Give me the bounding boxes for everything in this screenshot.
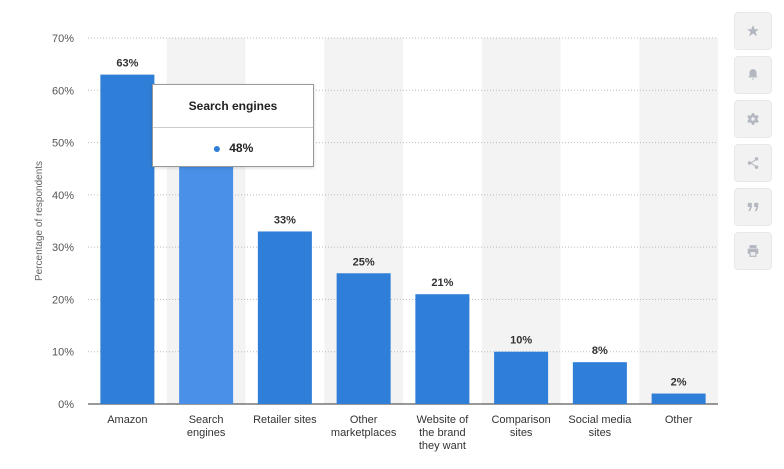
category-label: Comparison sites: [491, 414, 550, 439]
tooltip-body: ● 48%: [153, 128, 313, 168]
bar: [651, 393, 706, 404]
cite-button[interactable]: [734, 188, 772, 226]
y-tick-label: 20%: [52, 294, 74, 306]
bell-icon: [748, 69, 758, 80]
y-tick-label: 60%: [52, 85, 74, 97]
data-label: 2%: [671, 377, 687, 389]
print-button[interactable]: [734, 232, 772, 270]
data-label: 63%: [116, 58, 138, 70]
category-label: Other marketplaces: [331, 414, 397, 439]
y-tick-label: 50%: [52, 138, 74, 150]
category-label-line: sites: [510, 427, 533, 439]
tooltip-series-dot-icon: ●: [212, 140, 222, 156]
category-label-line: they want: [419, 440, 466, 452]
bar: [336, 273, 391, 404]
category-label-line: engines: [187, 427, 226, 439]
data-label: 33%: [274, 214, 296, 226]
y-axis-title: Percentage of respondents: [34, 161, 45, 281]
notification-button[interactable]: [734, 56, 772, 94]
print-icon: [747, 245, 759, 257]
category-label: Amazon: [107, 414, 147, 426]
category-label: Retailer sites: [253, 414, 317, 426]
tooltip-value: 48%: [229, 141, 254, 155]
data-label: 25%: [353, 256, 375, 268]
share-icon: [747, 157, 759, 169]
category-label-line: Other: [350, 414, 378, 426]
y-tick-label: 10%: [52, 347, 74, 359]
bar: [494, 351, 549, 404]
y-tick-label: 70%: [52, 33, 74, 45]
category-label: Other: [665, 414, 693, 426]
tooltip-title: Search engines: [153, 85, 313, 128]
bar: [100, 74, 155, 404]
star-icon: [747, 25, 759, 37]
data-label: 10%: [510, 335, 532, 347]
category-label: Search engines: [187, 414, 226, 439]
y-tick-label: 40%: [52, 190, 74, 202]
category-label-line: Comparison: [491, 414, 550, 426]
category-label-line: sites: [589, 427, 612, 439]
category-label-line: Website of: [416, 414, 469, 426]
category-label-line: Retailer sites: [253, 414, 317, 426]
settings-button[interactable]: [734, 100, 772, 138]
y-tick-label: 0%: [58, 399, 74, 411]
gear-icon: [747, 113, 759, 125]
chart-tooltip: Search engines ● 48%: [152, 84, 314, 167]
category-label-line: Social media: [568, 414, 632, 426]
bar: [257, 231, 312, 404]
bar: [415, 294, 470, 404]
category-band: [639, 38, 718, 404]
data-label: 21%: [431, 277, 453, 289]
bar: [179, 153, 234, 404]
category-band: [481, 38, 561, 404]
favorite-button[interactable]: [734, 12, 772, 50]
bar: [572, 362, 627, 404]
category-label-line: Other: [665, 414, 693, 426]
category-label: Website of the brand they want: [416, 414, 469, 452]
y-tick-label: 30%: [52, 242, 74, 254]
category-label-line: the brand: [419, 427, 465, 439]
quote-icon: [747, 202, 759, 212]
share-button[interactable]: [734, 144, 772, 182]
category-label-line: Search: [189, 414, 224, 426]
category-label: Social media sites: [568, 414, 632, 439]
category-label-line: Amazon: [107, 414, 147, 426]
data-label: 8%: [592, 345, 608, 357]
chart-toolbar: [734, 12, 772, 270]
category-label-line: marketplaces: [331, 427, 397, 439]
